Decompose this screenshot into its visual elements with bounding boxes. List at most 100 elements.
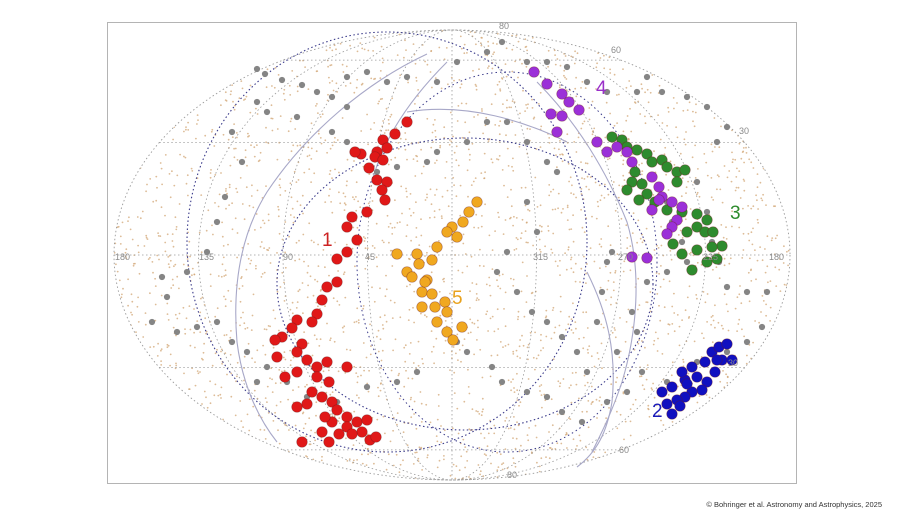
group-1-marker bbox=[377, 154, 389, 166]
background-point bbox=[326, 151, 328, 154]
background-point bbox=[750, 280, 753, 282]
background-point bbox=[331, 415, 334, 418]
background-point bbox=[499, 287, 502, 290]
background-point bbox=[660, 244, 663, 247]
group-1-marker bbox=[361, 414, 373, 426]
background-point bbox=[515, 437, 518, 440]
background-point bbox=[498, 216, 500, 219]
background-point bbox=[717, 252, 720, 254]
gray-cluster-marker bbox=[488, 363, 496, 371]
background-point bbox=[613, 124, 616, 127]
background-point bbox=[420, 148, 422, 151]
gray-cluster-marker bbox=[343, 73, 351, 81]
background-point bbox=[566, 219, 569, 222]
background-point bbox=[263, 429, 266, 431]
background-point bbox=[375, 256, 378, 259]
background-point bbox=[353, 91, 356, 94]
background-point bbox=[475, 88, 478, 91]
background-point bbox=[147, 258, 150, 260]
background-point bbox=[277, 74, 280, 76]
background-point bbox=[396, 412, 399, 414]
background-point bbox=[167, 263, 170, 265]
background-point bbox=[512, 457, 515, 460]
background-point bbox=[344, 195, 347, 198]
background-point bbox=[736, 296, 739, 299]
background-point bbox=[656, 244, 658, 247]
background-point bbox=[569, 418, 572, 420]
background-point bbox=[281, 370, 283, 373]
background-point bbox=[420, 172, 423, 175]
background-point bbox=[158, 258, 160, 261]
gray-cluster-marker bbox=[363, 68, 371, 76]
background-point bbox=[680, 195, 683, 198]
background-point bbox=[464, 137, 467, 140]
background-point bbox=[160, 349, 162, 352]
background-point bbox=[458, 349, 461, 351]
group-2-marker bbox=[696, 384, 708, 396]
background-point bbox=[568, 315, 571, 318]
background-point bbox=[513, 249, 516, 251]
background-point bbox=[356, 226, 359, 229]
background-point bbox=[583, 374, 586, 377]
background-point bbox=[721, 201, 724, 204]
background-point bbox=[542, 347, 545, 349]
background-point bbox=[390, 113, 393, 116]
background-point bbox=[338, 191, 340, 194]
background-point bbox=[297, 179, 300, 181]
background-point bbox=[255, 107, 257, 110]
background-point bbox=[335, 82, 338, 85]
group-5-marker bbox=[463, 206, 475, 218]
background-point bbox=[638, 164, 640, 166]
background-point bbox=[539, 204, 542, 207]
background-point bbox=[399, 463, 402, 466]
background-point bbox=[774, 266, 777, 269]
background-point bbox=[337, 420, 340, 423]
background-point bbox=[396, 423, 398, 426]
background-point bbox=[531, 36, 534, 39]
background-point bbox=[376, 335, 378, 338]
background-point bbox=[141, 210, 144, 213]
background-point bbox=[379, 129, 382, 132]
group-5-marker bbox=[439, 296, 451, 308]
background-point bbox=[463, 338, 466, 340]
group-2-marker bbox=[686, 361, 698, 373]
group-2-marker bbox=[666, 381, 678, 393]
background-point bbox=[513, 215, 515, 218]
background-point bbox=[465, 102, 468, 105]
background-point bbox=[406, 285, 408, 288]
background-point bbox=[548, 142, 551, 144]
background-point bbox=[279, 401, 282, 403]
background-point bbox=[315, 338, 318, 341]
background-point bbox=[501, 78, 504, 80]
background-point bbox=[693, 125, 696, 128]
background-point bbox=[656, 350, 659, 352]
background-point bbox=[544, 245, 546, 248]
background-point bbox=[213, 145, 216, 147]
gray-cluster-marker bbox=[558, 408, 566, 416]
background-point bbox=[267, 219, 270, 222]
background-point bbox=[355, 181, 358, 184]
background-point bbox=[602, 326, 605, 329]
background-point bbox=[511, 48, 514, 51]
background-point bbox=[234, 104, 236, 107]
background-point bbox=[319, 116, 322, 118]
group-1-marker bbox=[311, 371, 323, 383]
background-point bbox=[416, 160, 419, 163]
background-point bbox=[318, 345, 321, 347]
background-point bbox=[330, 64, 333, 66]
background-point bbox=[497, 285, 499, 288]
background-point bbox=[715, 266, 718, 269]
gray-cluster-marker bbox=[328, 93, 336, 101]
background-point bbox=[519, 112, 521, 115]
background-point bbox=[328, 366, 331, 369]
background-point bbox=[425, 403, 428, 406]
background-point bbox=[512, 224, 514, 227]
background-point bbox=[505, 417, 508, 419]
background-point bbox=[622, 174, 625, 177]
background-point bbox=[380, 359, 383, 362]
background-point bbox=[271, 117, 274, 120]
background-point bbox=[297, 386, 300, 388]
background-point bbox=[319, 289, 322, 292]
lon-label-225: 225 bbox=[703, 252, 718, 262]
background-point bbox=[269, 325, 271, 328]
